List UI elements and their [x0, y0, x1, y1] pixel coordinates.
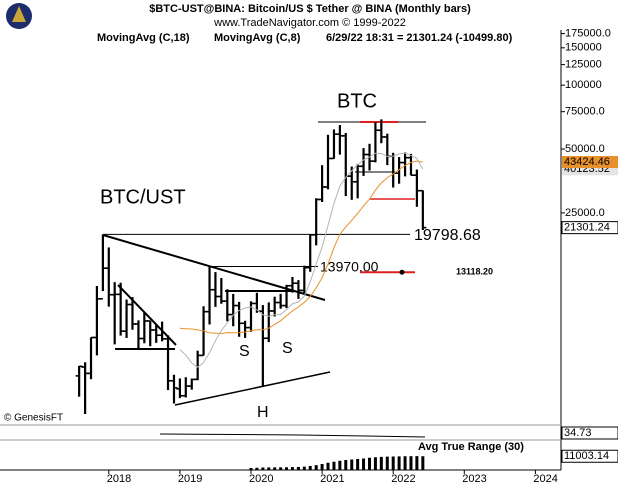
- level-label: 19798.68: [414, 227, 481, 244]
- status: 6/29/22 18:31 = 21301.24 (-10499.80): [326, 32, 513, 44]
- trendlines: [102, 121, 426, 406]
- value-badge-label: 11003.14: [564, 450, 609, 462]
- y-tick-label: 125000: [565, 59, 602, 71]
- atr-bar: [421, 456, 425, 470]
- y-tick-label: 75000.0: [565, 106, 605, 118]
- annotation: S: [282, 340, 293, 357]
- atr-bar: [350, 459, 354, 470]
- y-tick-label: 175000.0: [565, 28, 611, 40]
- x-tick-label: 2021: [320, 473, 344, 485]
- chart-subtitle: www.TradeNavigator.com © 1999-2022: [213, 17, 406, 29]
- value-badge: [562, 156, 618, 169]
- atr-bar: [320, 464, 324, 470]
- atr-bar: [285, 467, 289, 470]
- atr-bar: [391, 456, 395, 470]
- atr-bar: [261, 467, 265, 470]
- atr-bar: [255, 467, 259, 470]
- value-badge: [561, 426, 618, 440]
- level-label: 13118.20: [456, 266, 493, 276]
- value-badge: [561, 221, 618, 235]
- x-tick-label: 2018: [107, 473, 131, 485]
- atr-bar: [338, 460, 342, 470]
- level-dot: [399, 269, 405, 275]
- annotation: BTC/UST: [100, 186, 186, 208]
- moving-average: [179, 152, 424, 368]
- chart-title: $BTC-UST@BINA: Bitcoin/US $ Tether @ BIN…: [149, 3, 471, 15]
- value-badge-label: 34.73: [564, 427, 592, 439]
- atr-bar: [362, 458, 366, 470]
- atr-bar: [279, 467, 283, 470]
- atr-bar: [373, 457, 377, 470]
- annotation: H: [257, 404, 269, 421]
- atr-bar: [344, 460, 348, 470]
- level-label: 13970.00: [320, 259, 379, 275]
- atr-bar: [302, 466, 306, 470]
- y-tick-label: 100000: [565, 79, 602, 91]
- y-tick-label: 25000.0: [565, 207, 605, 219]
- value-badge: [561, 449, 618, 463]
- value-badge-label: 43424.46: [564, 156, 610, 168]
- atr-bar: [379, 456, 383, 470]
- atr-bar: [273, 467, 277, 470]
- legend-entry: MovingAvg (C,18): [97, 32, 190, 44]
- atr-bar: [332, 461, 336, 470]
- atr-bar: [385, 456, 389, 470]
- atr-bar: [403, 456, 407, 470]
- moving-average: [179, 160, 423, 335]
- x-tick-label: 2022: [391, 473, 415, 485]
- annotation: © GenesisFT: [4, 413, 63, 424]
- annotation: S: [239, 343, 250, 360]
- atr-bar: [409, 456, 413, 470]
- atr-bar: [296, 467, 300, 470]
- atr-label: Avg True Range (30): [418, 441, 524, 453]
- x-tick-label: 2019: [178, 473, 202, 485]
- atr-bar: [249, 468, 253, 470]
- y-tick-label: 50000.0: [565, 143, 605, 155]
- atr-bar: [368, 457, 372, 470]
- value-badge-label: 21301.24: [564, 222, 610, 234]
- y-tick-label: 150000: [565, 42, 602, 54]
- x-tick-label: 2023: [462, 473, 486, 485]
- atr-bar: [415, 456, 419, 470]
- atr-bar: [290, 467, 294, 470]
- atr-bar: [326, 462, 330, 470]
- atr-bar: [267, 467, 271, 470]
- atr-bar: [397, 456, 401, 470]
- oscillator-line: [159, 433, 426, 438]
- logo-tree: [12, 6, 26, 22]
- x-tick-label: 2020: [249, 473, 273, 485]
- atr-bar: [314, 465, 318, 470]
- atr-bar: [356, 459, 360, 470]
- annotation: BTC: [337, 90, 377, 112]
- atr-bar: [308, 466, 312, 470]
- legend-entry: MovingAvg (C,8): [214, 32, 301, 44]
- x-tick-label: 2024: [533, 473, 557, 485]
